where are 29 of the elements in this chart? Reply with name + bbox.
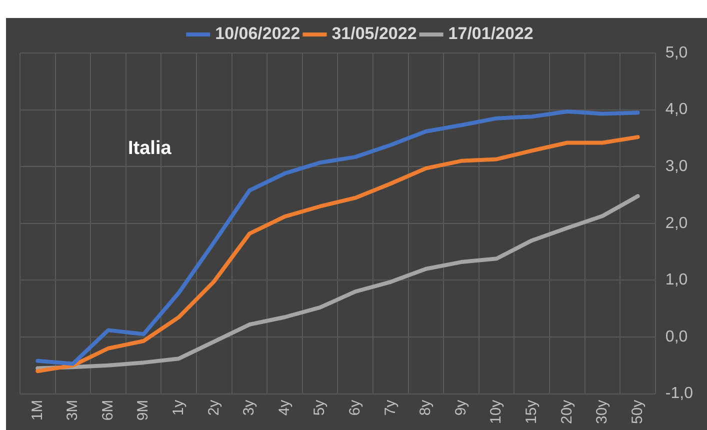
x-tick-label: 6y: [346, 399, 364, 416]
y-tick-label: 1,0: [665, 272, 688, 289]
x-tick-label: 1y: [170, 399, 187, 416]
x-tick-label: 8y: [417, 399, 434, 416]
x-tick-label: 50y: [628, 399, 646, 424]
x-tick-label: 1M: [28, 400, 46, 421]
x-tick-label: 30y: [594, 399, 611, 424]
y-tick-label: 2,0: [665, 214, 688, 232]
x-tick-label: 20y: [558, 399, 576, 424]
legend-label: 17/01/2022: [448, 24, 534, 44]
y-tick-label: 5,0: [665, 44, 688, 62]
x-tick-label: 9M: [134, 400, 152, 421]
x-tick-label: 15y: [523, 399, 540, 424]
x-tick-label: 3M: [64, 400, 82, 421]
x-tick-label: 9y: [452, 399, 470, 416]
y-tick-label: 0,0: [665, 328, 688, 346]
x-tick-label: 10y: [488, 399, 505, 424]
x-tick-label: 5y: [311, 399, 328, 416]
x-tick-label: 2y: [205, 399, 222, 416]
x-tick-label: 6M: [99, 400, 116, 421]
x-tick-label: 3y: [240, 399, 258, 416]
y-tick-label: 4,0: [665, 101, 688, 118]
legend-label: 10/06/2022: [215, 24, 300, 44]
y-tick-label: 3,0: [665, 158, 688, 176]
x-tick-label: 4y: [276, 399, 293, 416]
legend-label: 31/05/2022: [332, 24, 417, 44]
y-tick-label: -1,0: [665, 385, 694, 402]
x-tick-label: 7y: [382, 399, 399, 416]
annotation: Italia: [128, 138, 172, 160]
